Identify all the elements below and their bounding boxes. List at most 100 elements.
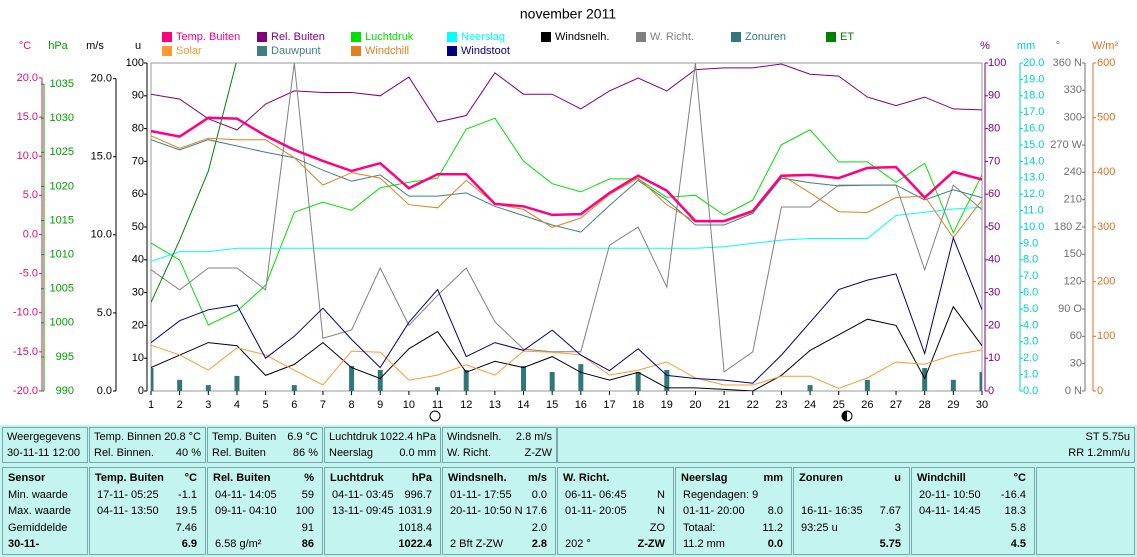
bar [807,385,813,391]
cell-text: Windchill [917,472,966,484]
y-tick-label: 1025 [50,146,74,158]
x-tick-label: 5 [263,399,269,411]
moon-full [429,410,441,422]
y-tick-label: -10.0 [13,307,38,319]
y-tick-label: 3.0 [1023,336,1038,348]
x-tick-label: 14 [517,399,529,411]
y-tick-label: 90 [132,90,144,102]
legend-label: Windsnelh. [555,31,609,43]
cell-text: Rel. Buiten [212,447,266,459]
y-tick-label: 1020 [50,180,74,192]
cell-text: Windsnelh. [447,431,502,443]
legend-label: W. Richt. [650,31,694,43]
table-cell: Weergegevens 30-11-11 12:00 [2,427,88,463]
y-tick-label: 30 [988,287,1000,299]
cell-text: Luchtdruk [329,431,378,443]
x-tick-label: 23 [775,399,787,411]
y-tick-label: 600 [1097,57,1115,69]
y-tick-label: 50 [132,221,144,233]
plot-area [150,62,983,392]
cell-text: Neerslag [329,447,374,459]
cell-text: 30-11- [8,538,40,550]
cell-text: Luchtdruk [330,472,384,484]
cell-text: Z-ZW [524,447,552,459]
cell-text: % [304,472,314,484]
y-tick-label: 60 [988,188,1000,200]
x-tick-label: 8 [349,399,355,411]
table-cell: Rel. Buiten% 04-11- 14:05 59 09-11- 04:10 10… [207,467,323,555]
x-tick-label: 24 [804,399,816,411]
table-cell: Luchtdruk 1022.4 hPa Neerslag 0.0 mm [324,427,441,463]
cell-text: Gemiddelde [8,521,68,534]
cell-text: 59 [301,488,314,501]
x-tick-label: 30 [976,399,988,411]
y-tick-label: 1010 [50,249,74,261]
x-tick-label: 1 [148,399,154,411]
series-line [151,236,982,384]
y-tick-label: 20 [988,319,1000,331]
y-tick-label: 0 [1097,385,1103,397]
y-tick-label: 240 [1064,166,1082,178]
cell-text: 04-11- 14:45 [919,505,981,517]
y-tick-label: 16.0 [1023,123,1044,135]
x-tick-label: 4 [234,399,240,411]
cell-text: 17-11- 05:25 [97,488,159,501]
series-line [151,63,982,373]
cell-text: 1018.4 [398,521,432,534]
cell-text: 20-11- 10:50 [450,505,512,517]
y-tick-label: 30 [132,287,144,299]
cell-text: 996.7 [404,488,432,501]
y-tick-label: 995 [56,351,74,363]
moon-new-shade [842,411,847,421]
table-cell: Luchtdruk hPa 04-11- 03:45 996.7 13-11- 09:4… [324,467,441,555]
legend-label: Luchtdruk [365,31,414,43]
axis-label: hPa [48,40,68,52]
cell-text: Temp. Buiten [212,431,277,443]
cell-text: 11.2 mm [683,538,725,550]
cell-text: 8.0 [767,505,783,517]
y-tick-label: 5.0 [97,307,112,319]
y-tick-label: 5.0 [1023,303,1038,315]
y-tick-label: 20.0 [1023,57,1044,69]
legend-label: Zonuren [745,31,786,43]
y-tick-label: 20 [132,319,144,331]
legend-swatch [636,32,646,42]
series-line [151,135,982,239]
cell-text: m/s [528,472,547,484]
y-tick-label: 0.0 [97,385,112,397]
y-tick-label: 0.0 [23,228,38,240]
y-tick-label: 13.0 [1023,172,1044,184]
y-tick-label: 12.0 [1023,188,1044,200]
y-tick-label: 1030 [50,112,74,124]
bar [979,371,982,391]
x-tick-label: 16 [575,399,587,411]
table-cell: Windsnelh. m/s 01-11- 17:55 0.0 20-11- 10:50… [442,467,556,555]
cell-text: 04-11- 13:50 [97,505,159,517]
axis-label: % [980,40,990,52]
y-tick-label: 30 [1070,358,1082,370]
legend-swatch [447,46,457,56]
x-tick-label: 7 [320,399,326,411]
cell-text: Weergegevens [7,431,81,443]
cell-text: Z-ZW [637,538,665,550]
table-cell: Temp. Binnen 20.8 °C Rel. Binnen. 40 % [89,427,206,463]
y-tick-label: 19.0 [1023,73,1044,85]
cell-text: 4.5 [1010,538,1026,550]
x-tick-label: 11 [432,399,443,411]
cell-text: °C [184,472,197,484]
bar [664,370,670,391]
cell-text: Windsnelh. [448,472,507,484]
y-tick-label: 200 [1097,276,1115,288]
cell-text: 04-11- 03:45 [332,488,394,501]
legend-swatch [257,32,267,42]
y-tick-label: 90 [988,90,1000,102]
y-tick-label: 80 [988,123,1000,135]
cell-text: Min. waarde [8,488,68,501]
axis-label: W/m² [1092,40,1119,52]
cell-text: -16.4 [1000,488,1026,501]
cell-text: N 17.6 [514,505,547,517]
legend-label: Dauwpunt [271,45,321,57]
cell-text: 1022.4 [398,538,432,550]
cell-text: Totaal: [683,521,716,534]
y-tick-label: 15.0 [91,151,112,163]
